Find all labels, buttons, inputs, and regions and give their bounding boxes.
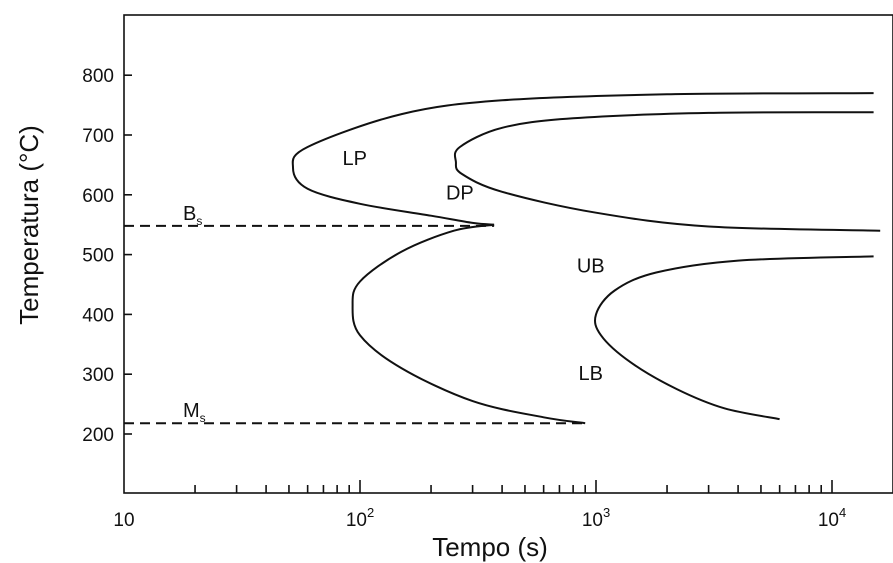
y-tick-label: 500 [82, 246, 114, 267]
x-tick-label: 102 [346, 505, 374, 531]
y-tick-label: 400 [82, 305, 114, 326]
y-axis-ticks: 200 300 400 500 600 700 800 [82, 66, 132, 446]
reference-label-bs: Bs [183, 203, 202, 228]
y-tick-label: 200 [82, 425, 114, 446]
x-tick-label: 10 [113, 510, 134, 531]
region-label-lp: LP [343, 148, 367, 170]
curves [291, 92, 881, 425]
x-tick-label: 103 [582, 505, 610, 531]
x-axis-title: Tempo (s) [432, 532, 548, 562]
y-tick-label: 300 [82, 365, 114, 386]
x-tick-label: 104 [818, 505, 846, 531]
y-tick-label: 600 [82, 186, 114, 207]
region-labels: LP DP UB LB [343, 148, 605, 385]
reference-lines: Bs Ms [124, 203, 586, 425]
curve-pearlite-start [291, 92, 874, 226]
reference-label-ms: Ms [183, 400, 206, 425]
y-axis-title: Temperatura (°C) [14, 125, 44, 325]
curve-bainite-finish [594, 255, 874, 421]
y-tick-label: 800 [82, 66, 114, 87]
region-label-dp: DP [446, 183, 474, 205]
curve-bainite-start [351, 223, 586, 425]
y-tick-label: 700 [82, 126, 114, 147]
curve-pearlite-finish [453, 111, 881, 232]
region-label-lb: LB [579, 363, 603, 385]
plot-frame [123, 14, 893, 494]
x-axis-ticks: 10 102 103 104 [113, 480, 846, 531]
region-label-ub: UB [577, 256, 605, 278]
